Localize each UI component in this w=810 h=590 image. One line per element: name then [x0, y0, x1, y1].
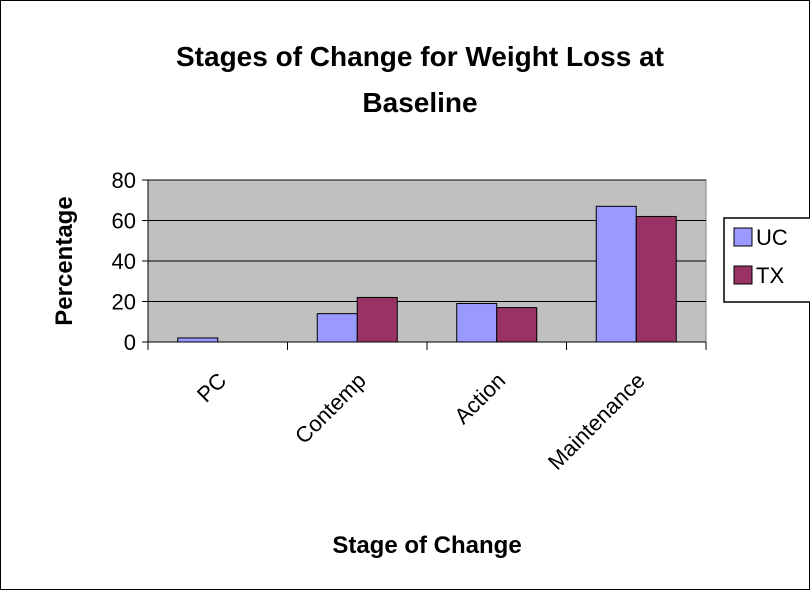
- legend-label-uc: UC: [756, 225, 788, 250]
- chart-title-line-2: Baseline: [362, 87, 478, 118]
- legend-swatch-uc: [733, 227, 753, 247]
- x-axis-label: Stage of Change: [332, 532, 521, 559]
- chart-title-line-1: Stages of Change for Weight Loss at: [176, 41, 664, 72]
- y-tick-label: 0: [124, 330, 136, 355]
- y-axis-label: Percentage: [51, 196, 78, 325]
- bars: [177, 205, 677, 343]
- y-tick-labels: 0 20 40 60 80: [112, 168, 136, 355]
- y-tick-label: 20: [112, 290, 136, 315]
- axes: [142, 179, 707, 350]
- y-tick-label: 60: [112, 209, 136, 234]
- bar-uc-action: [456, 303, 498, 343]
- legend: UC TX: [723, 217, 810, 303]
- bar-uc-pc: [177, 337, 219, 343]
- x-tick-label: PC: [192, 368, 231, 407]
- x-tick-label: Maintenance: [543, 368, 650, 475]
- bar-uc-maintenance: [595, 205, 637, 343]
- x-tick-label: Action: [449, 368, 510, 429]
- bar-tx-maintenance: [635, 215, 677, 343]
- y-tick-label: 80: [112, 168, 136, 193]
- legend-swatch-tx: [733, 265, 753, 285]
- bar-tx-action: [496, 307, 538, 343]
- x-tick-label: Contemp: [290, 368, 371, 449]
- legend-label-tx: TX: [756, 263, 784, 288]
- y-tick-label: 40: [112, 249, 136, 274]
- bar-tx-contemp: [356, 296, 398, 343]
- chart-title: Stages of Change for Weight Loss at Base…: [40, 34, 800, 126]
- bar-uc-contemp: [316, 313, 358, 343]
- x-tick-labels: PC Contemp Action Maintenance: [192, 368, 650, 475]
